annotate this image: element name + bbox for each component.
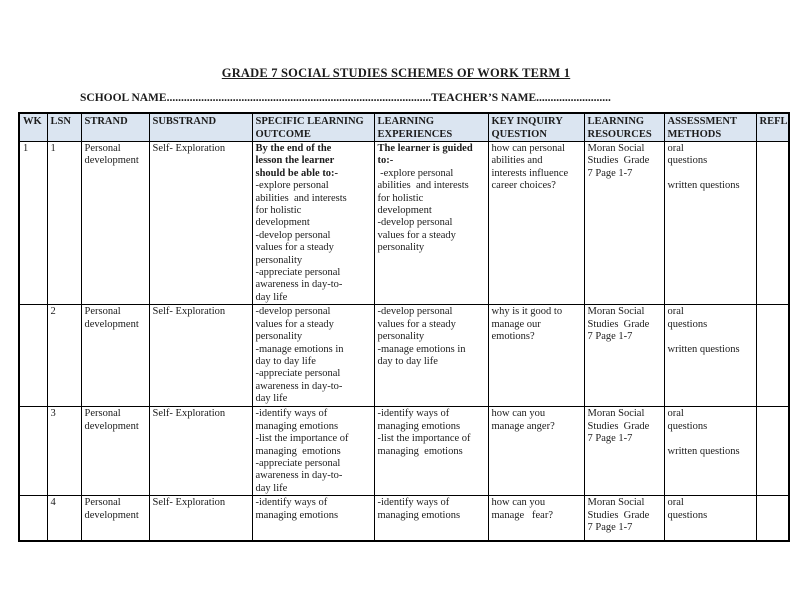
cell-substrand: Self- Exploration — [148, 495, 253, 542]
col-header-learning-experiences: LEARNING EXPERIENCES — [373, 112, 489, 142]
cell-learning-experiences: -identify ways of managing emotions — [373, 495, 489, 542]
cell-key-inquiry-question: how can you manage anger? — [487, 406, 585, 497]
col-header-wk: WK — [18, 112, 48, 142]
cell-specific-learning-outcome: -identify ways of managing emotions -lis… — [251, 406, 375, 497]
schemes-of-work-table: WK LSN STRAND SUBSTRAND SPECIFIC LEARNIN… — [18, 112, 790, 542]
cell-week — [18, 304, 48, 408]
cell-assessment-methods: oral questions — [663, 495, 757, 542]
cell-substrand: Self- Exploration — [148, 304, 253, 408]
cell-substrand: Self- Exploration — [148, 406, 253, 497]
cell-specific-learning-outcome: -identify ways of managing emotions — [251, 495, 375, 542]
cell-key-inquiry-question: how can you manage fear? — [487, 495, 585, 542]
outcome-intro: By the end of the lesson the learner sho… — [255, 143, 339, 179]
col-header-assessment-methods: ASSESSMENT METHODS — [663, 112, 757, 142]
cell-key-inquiry-question: why is it good to manage our emotions? — [487, 304, 585, 408]
cell-week — [18, 495, 48, 542]
col-header-substrand: SUBSTRAND — [148, 112, 253, 142]
col-header-key-inquiry-question: KEY INQUIRY QUESTION — [487, 112, 585, 142]
cell-reflection — [755, 304, 790, 408]
col-header-specific-learning-outcome: SPECIFIC LEARNING OUTCOME — [251, 112, 375, 142]
col-header-refl: REFL — [755, 112, 790, 142]
cell-strand: Personal development — [80, 495, 150, 542]
cell-week — [18, 406, 48, 497]
cell-reflection — [755, 495, 790, 542]
cell-strand: Personal development — [80, 140, 150, 306]
cell-assessment-methods: oral questions written questions — [663, 406, 757, 497]
document-title: GRADE 7 SOCIAL STUDIES SCHEMES OF WORK T… — [221, 66, 571, 80]
cell-specific-learning-outcome: -develop personal values for a steady pe… — [251, 304, 375, 408]
cell-assessment-methods: oral questions written questions — [663, 304, 757, 408]
school-teacher-line: SCHOOL NAME.............................… — [80, 92, 611, 104]
col-header-strand: STRAND — [80, 112, 150, 142]
experiences-intro: The learner is guided to:- — [377, 143, 473, 167]
col-header-learning-resources: LEARNING RESOURCES — [583, 112, 665, 142]
cell-learning-experiences: -identify ways of managing emotions -lis… — [373, 406, 489, 497]
cell-learning-resources: Moran Social Studies Grade 7 Page 1-7 — [583, 304, 665, 408]
cell-learning-experiences: -develop personal values for a steady pe… — [373, 304, 489, 408]
cell-learning-resources: Moran Social Studies Grade 7 Page 1-7 — [583, 406, 665, 497]
cell-reflection — [755, 406, 790, 497]
cell-specific-learning-outcome: By the end of the lesson the learner sho… — [251, 140, 375, 306]
cell-assessment-methods: oral questions written questions — [663, 140, 757, 306]
header-row: WK LSN STRAND SUBSTRAND SPECIFIC LEARNIN… — [18, 112, 790, 142]
cell-lesson: 2 — [46, 304, 82, 408]
cell-lesson: 4 — [46, 495, 82, 542]
cell-lesson: 3 — [46, 406, 82, 497]
experiences-body: -explore personal abilities and interest… — [377, 167, 469, 254]
cell-key-inquiry-question: how can personal abilities and interests… — [487, 140, 585, 306]
cell-week: 1 — [18, 140, 48, 306]
cell-strand: Personal development — [80, 304, 150, 408]
col-header-lsn: LSN — [46, 112, 82, 142]
cell-learning-experiences: The learner is guided to:- -explore pers… — [373, 140, 489, 306]
outcome-body: -explore personal abilities and interest… — [255, 180, 347, 303]
cell-lesson: 1 — [46, 140, 82, 306]
table-row-lesson-1: 1 1 Personal development Self- Explorati… — [18, 140, 790, 306]
cell-learning-resources: Moran Social Studies Grade 7 Page 1-7 — [583, 140, 665, 306]
cell-strand: Personal development — [80, 406, 150, 497]
table-row-lesson-2: 2 Personal development Self- Exploration… — [18, 304, 790, 408]
table-row-lesson-4: 4 Personal development Self- Exploration… — [18, 495, 790, 542]
cell-substrand: Self- Exploration — [148, 140, 253, 306]
cell-learning-resources: Moran Social Studies Grade 7 Page 1-7 — [583, 495, 665, 542]
cell-reflection — [755, 140, 790, 306]
table-row-lesson-3: 3 Personal development Self- Exploration… — [18, 406, 790, 497]
